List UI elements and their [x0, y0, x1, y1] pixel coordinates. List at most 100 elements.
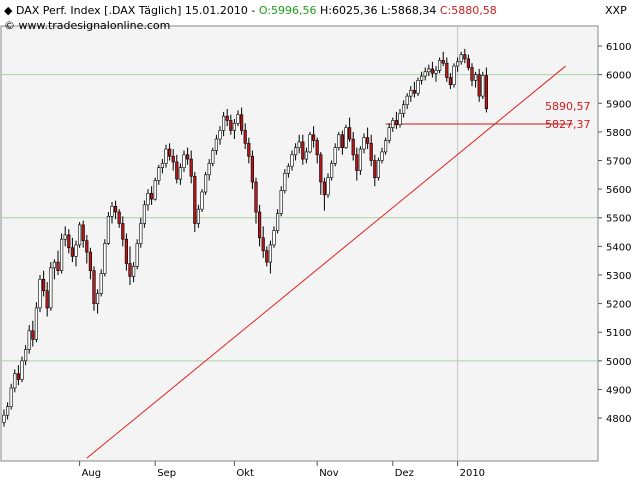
- candle-body: [204, 174, 208, 193]
- header-exchange: XXP: [605, 4, 627, 17]
- candle-129: [466, 54, 471, 71]
- candle-body: [70, 247, 74, 257]
- candle-32: [117, 209, 121, 228]
- candle-107: [387, 123, 391, 144]
- candle-body: [405, 95, 409, 106]
- candle-80: [290, 150, 294, 171]
- candle-body: [207, 163, 211, 176]
- candle-body: [315, 140, 319, 156]
- candle-body: [470, 67, 474, 81]
- candle-body: [452, 65, 456, 85]
- candle-body: [304, 151, 309, 160]
- candle-117: [423, 67, 427, 81]
- candle-84: [304, 147, 309, 164]
- candle-56: [204, 171, 208, 195]
- price-label-1: 5827,37: [545, 118, 591, 131]
- candle-57: [207, 159, 211, 181]
- candle-body: [160, 163, 165, 168]
- candle-body: [322, 181, 327, 196]
- candle-36: [132, 262, 136, 283]
- xtick-label-0: Aug: [82, 468, 102, 479]
- candle-body: [240, 114, 244, 131]
- candle-127: [459, 51, 463, 65]
- candle-54: [196, 204, 201, 228]
- candle-body: [272, 230, 276, 246]
- candle-body: [326, 177, 330, 196]
- candle-90: [326, 173, 330, 198]
- candle-55: [200, 189, 204, 213]
- candle-body: [186, 154, 190, 160]
- candle-body: [142, 204, 147, 224]
- header-high-label: H:: [320, 4, 332, 17]
- candle-7: [27, 325, 31, 354]
- candle-body: [63, 234, 67, 240]
- candle-body: [34, 307, 38, 340]
- ytick-label-5300: 5300: [606, 271, 631, 282]
- candle-99: [358, 146, 363, 175]
- candle-body: [78, 224, 82, 246]
- candle-126: [455, 57, 460, 72]
- candle-body: [340, 134, 345, 148]
- candle-51: [186, 147, 190, 165]
- candle-body: [110, 205, 114, 217]
- candle-body: [9, 387, 13, 407]
- candle-body: [128, 263, 132, 277]
- candle-body: [455, 61, 460, 67]
- candle-body: [171, 155, 175, 163]
- candle-body: [59, 238, 64, 271]
- candle-81: [293, 143, 298, 161]
- ytick-label-5500: 5500: [606, 214, 631, 225]
- candle-body: [16, 373, 21, 380]
- header-symbol: DAX Perf. Index [.DAX Täglich]: [16, 4, 181, 17]
- candle-94: [340, 130, 345, 155]
- candle-34: [124, 233, 128, 271]
- ytick-label-5900: 5900: [606, 99, 631, 110]
- candle-88: [319, 151, 323, 195]
- candle-120: [434, 66, 438, 82]
- candle-body: [88, 251, 92, 271]
- candle-1: [6, 402, 10, 420]
- candle-body: [139, 223, 143, 244]
- candle-body: [2, 414, 6, 423]
- candle-body: [445, 62, 449, 78]
- plot-area: [0, 25, 599, 462]
- candle-body: [74, 244, 78, 257]
- candle-29: [106, 212, 110, 245]
- candle-21: [78, 222, 82, 248]
- header-close: 5880,58: [451, 4, 497, 17]
- candle-92: [333, 143, 337, 167]
- candle-body: [150, 193, 154, 200]
- candle-body: [416, 80, 420, 94]
- candle-body: [178, 167, 183, 180]
- candle-body: [85, 240, 89, 253]
- candle-35: [128, 246, 132, 285]
- candle-body: [214, 138, 219, 151]
- candle-6: [23, 345, 28, 366]
- header-open-label: O:: [259, 4, 271, 17]
- candle-body: [380, 151, 384, 161]
- candle-body: [232, 123, 237, 131]
- candle-body: [463, 54, 467, 60]
- ytick-label-5800: 5800: [606, 128, 631, 139]
- candle-40: [146, 189, 150, 211]
- candle-74: [268, 240, 273, 274]
- candle-body: [365, 137, 370, 144]
- candle-8: [31, 320, 35, 347]
- candle-69: [250, 150, 255, 190]
- header-website: © www.tradesignalonline.com: [4, 19, 170, 32]
- grid: [1, 26, 598, 461]
- candle-body: [297, 141, 301, 148]
- candle-68: [247, 137, 251, 164]
- candle-body: [279, 190, 283, 214]
- candle-body: [229, 120, 233, 131]
- candle-body: [45, 290, 49, 309]
- candle-43: [157, 164, 161, 185]
- candle-body: [56, 261, 60, 271]
- candle-77: [279, 186, 283, 217]
- candle-4: [16, 365, 21, 386]
- xtick-label-1: Sep: [157, 468, 176, 479]
- candle-body: [423, 71, 427, 77]
- candle-body: [275, 213, 280, 231]
- ytick-label-6100: 6100: [606, 42, 631, 53]
- header-low-label: L:: [381, 4, 391, 17]
